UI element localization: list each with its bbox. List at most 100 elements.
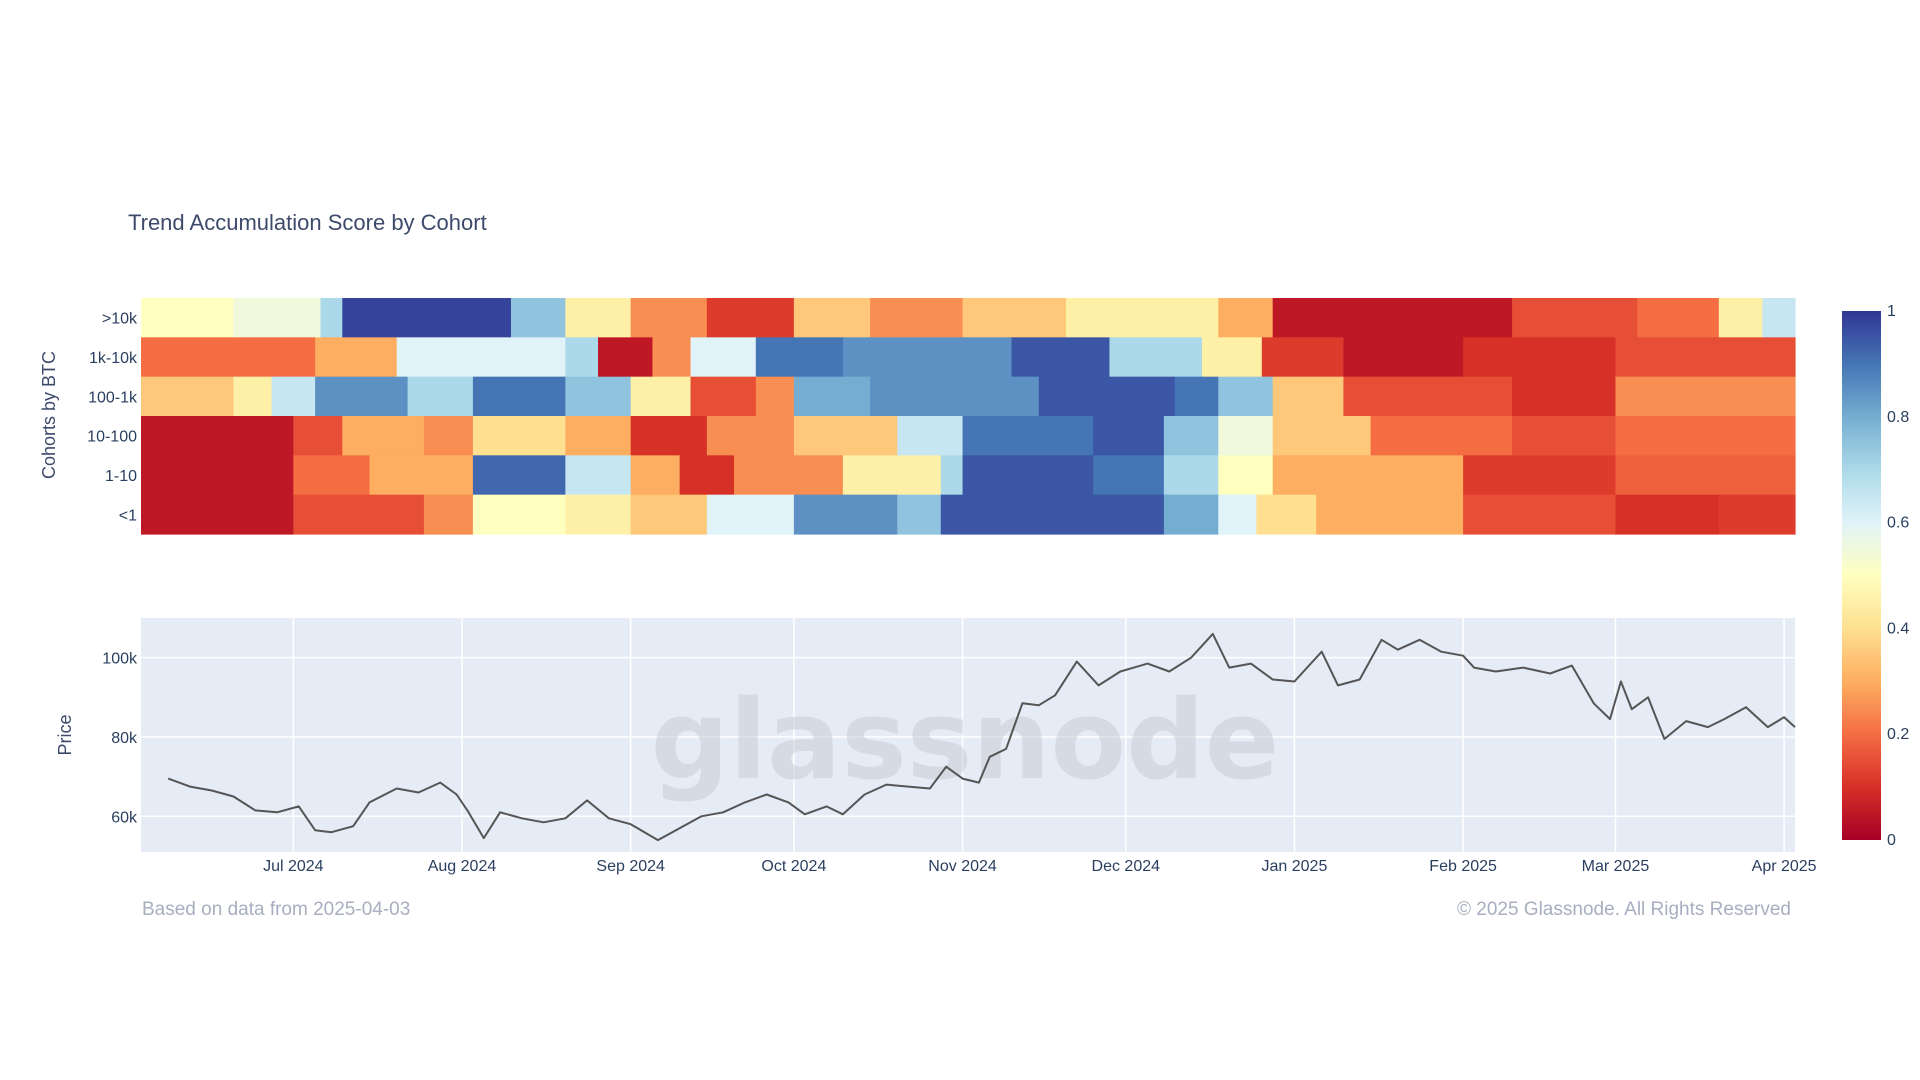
price-x-tick: Nov 2024	[928, 858, 997, 875]
heatmap-cell	[510, 298, 566, 338]
heatmap-cell	[630, 416, 708, 456]
heatmap-cell	[565, 494, 632, 535]
price-x-axis: Jul 2024 Aug 2024 Sep 2024 Oct 2024 Nov 2024…	[263, 858, 1817, 875]
price-x-tick: Dec 2024	[1092, 858, 1161, 875]
heatmap-cell	[1272, 298, 1513, 338]
heatmap-cell	[706, 298, 795, 338]
heatmap-cell	[793, 376, 871, 417]
heatmap-cell	[1637, 298, 1720, 338]
heatmap-cell	[842, 455, 942, 496]
heatmap-cell	[423, 494, 474, 535]
heatmap-y-axis-title: Cohorts by BTC	[39, 351, 59, 479]
heatmap-cell	[679, 455, 735, 496]
heatmap-cell	[141, 494, 294, 535]
heatmap-cell	[1512, 298, 1638, 338]
heatmap-cell	[1463, 455, 1617, 496]
heatmap-cell	[1011, 337, 1111, 378]
heatmap-cell	[870, 298, 964, 338]
heatmap-row-label: 1-10	[105, 468, 137, 485]
heatmap-cell	[630, 494, 708, 535]
heatmap-cell	[369, 455, 474, 496]
heatmap-cell	[1343, 376, 1513, 417]
heatmap-cell	[1093, 494, 1165, 535]
price-x-tick: Jul 2024	[263, 858, 324, 875]
colorbar-tick: 0.8	[1887, 409, 1909, 426]
heatmap-cell	[1093, 455, 1165, 496]
heatmap-cell	[940, 455, 964, 496]
heatmap-cell	[1463, 337, 1617, 378]
heatmap-cell	[690, 337, 757, 378]
heatmap-cell	[1762, 298, 1796, 338]
heatmap-cell	[1163, 455, 1219, 496]
heatmap-cell	[706, 416, 795, 456]
price-x-tick: Jan 2025	[1262, 858, 1328, 875]
price-y-tick: 100k	[102, 651, 138, 668]
heatmap-row-label: 10-100	[87, 429, 137, 446]
heatmap-cell	[734, 455, 844, 496]
heatmap-cell	[1316, 494, 1464, 535]
heatmap-cell	[293, 416, 343, 456]
heatmap-cell	[1218, 455, 1274, 496]
heatmap-cell	[706, 494, 795, 535]
heatmap-cell	[842, 337, 1013, 378]
heatmap-cell	[141, 455, 294, 496]
heatmap-cell	[565, 298, 632, 338]
price-y-axis-title: Price	[55, 714, 75, 755]
heatmap-cell	[315, 337, 398, 378]
heatmap-cell	[293, 494, 425, 535]
heatmap-cell	[1343, 337, 1464, 378]
price-gridlines	[141, 618, 1795, 852]
heatmap-cell	[1615, 494, 1720, 535]
heatmap-cell	[1272, 416, 1372, 456]
footer-data-date: Based on data from 2025-04-03	[142, 899, 410, 920]
heatmap-cell	[423, 416, 474, 456]
heatmap-cell	[233, 298, 322, 338]
heatmap-cell	[315, 376, 409, 417]
heatmap-cell	[1174, 376, 1219, 417]
heatmap-cell	[630, 298, 708, 338]
heatmap-cell	[141, 337, 316, 378]
heatmap-cell	[396, 337, 566, 378]
colorbar-tick: 0.4	[1887, 620, 1909, 637]
heatmap-cell	[690, 376, 757, 417]
heatmap-cell	[1218, 494, 1257, 535]
colorbar-tick: 1	[1887, 303, 1896, 320]
heatmap-cell	[1163, 416, 1219, 456]
heatmap-cell	[652, 337, 692, 378]
heatmap-cell	[565, 376, 632, 417]
heatmap-cell	[141, 376, 235, 417]
price-x-tick: Sep 2024	[596, 858, 665, 875]
heatmap-cell	[1615, 416, 1796, 456]
heatmap-cell	[1615, 337, 1796, 378]
heatmap-cell	[141, 298, 235, 338]
heatmap-cell	[1370, 416, 1513, 456]
colorbar-tick: 0	[1887, 832, 1896, 849]
heatmap-cell	[320, 298, 343, 338]
heatmap-cell	[342, 416, 425, 456]
heatmap-cell	[472, 416, 566, 456]
heatmap-y-axis: >10k 1k-10k 100-1k 10-100 1-10 <1	[87, 311, 138, 525]
heatmap-cell	[1272, 455, 1464, 496]
heatmap-cell	[1272, 376, 1345, 417]
heatmap-cell	[293, 455, 371, 496]
heatmap-cell	[630, 376, 692, 417]
price-y-tick: 60k	[111, 809, 138, 826]
heatmap-cell	[1109, 337, 1203, 378]
price-x-tick: Oct 2024	[761, 858, 826, 875]
price-x-tick: Aug 2024	[428, 858, 497, 875]
heatmap-cell	[793, 298, 871, 338]
heatmap-row-label: 100-1k	[88, 389, 138, 406]
heatmap-cell	[962, 455, 1094, 496]
heatmap-cell	[1038, 376, 1176, 417]
heatmap-cell	[472, 455, 566, 496]
chart-title: Trend Accumulation Score by Cohort	[128, 210, 487, 235]
heatmap-cell	[1201, 337, 1263, 378]
colorbar-tick: 0.2	[1887, 726, 1909, 743]
heatmap-cell	[1512, 376, 1617, 417]
heatmap-cell	[1615, 455, 1796, 496]
footer-copyright: © 2025 Glassnode. All Rights Reserved	[1457, 899, 1791, 920]
heatmap-cell	[1163, 494, 1219, 535]
heatmap-cell	[793, 416, 898, 456]
colorbar	[1842, 311, 1881, 840]
